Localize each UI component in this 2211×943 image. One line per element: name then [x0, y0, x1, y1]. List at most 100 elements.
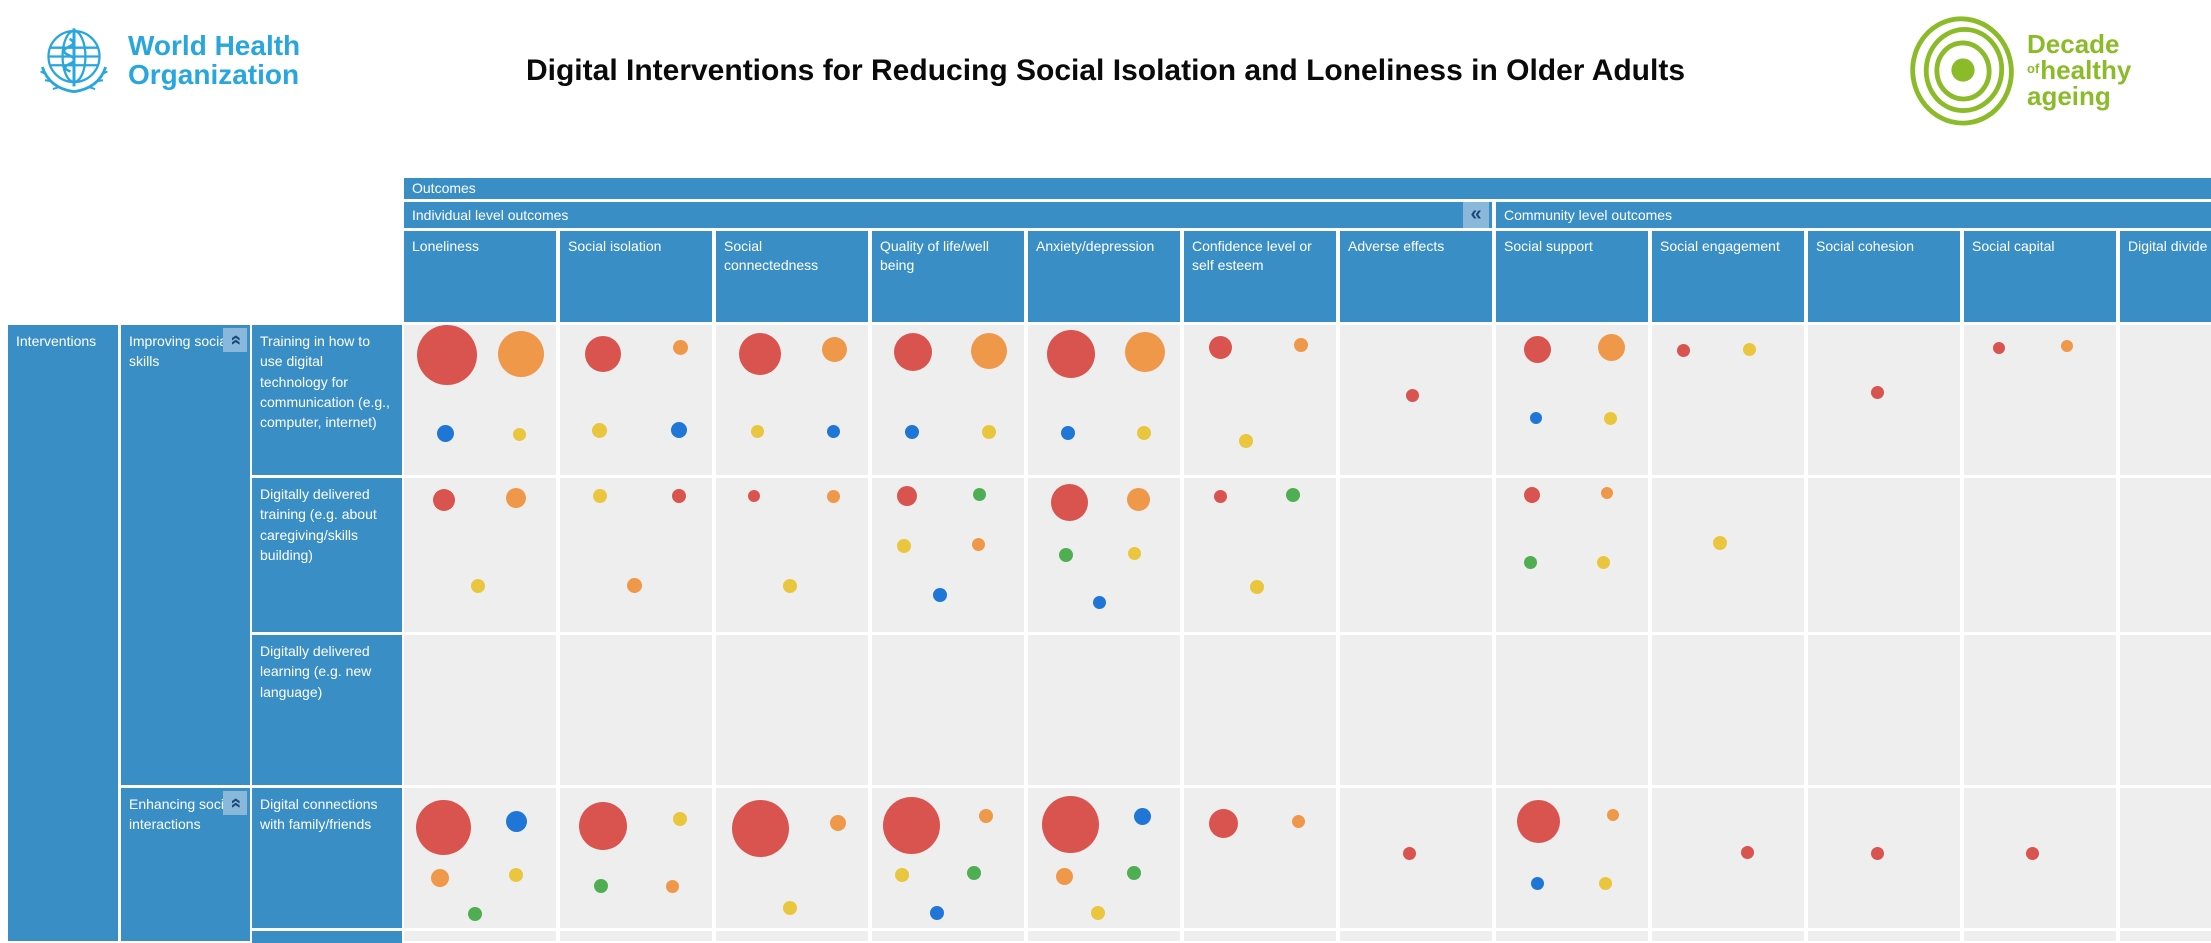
community-outcomes-band: Community level outcomes — [1496, 202, 2211, 228]
bubble-yellow[interactable] — [896, 538, 911, 553]
bubble-red[interactable] — [671, 489, 686, 504]
bubble-orange[interactable] — [971, 537, 985, 551]
bubble-yellow[interactable] — [513, 428, 527, 441]
bubble-red[interactable] — [1871, 847, 1885, 861]
bubble-orange[interactable] — [498, 330, 545, 377]
bubble-yellow[interactable] — [1603, 411, 1617, 425]
bubble-green[interactable] — [966, 866, 981, 881]
bubble-yellow[interactable] — [982, 424, 997, 439]
collapse-group-button[interactable]: « — [223, 328, 247, 352]
bubble-red[interactable] — [1992, 341, 2005, 354]
bubble-green[interactable] — [468, 907, 483, 921]
bubble-red[interactable] — [1208, 336, 1232, 359]
bubble-green[interactable] — [594, 879, 609, 893]
bubble-red[interactable] — [416, 325, 477, 385]
bubble-yellow[interactable] — [1127, 546, 1141, 560]
bubble-orange[interactable] — [626, 578, 642, 594]
bubble-orange[interactable] — [971, 332, 1008, 369]
bubble-orange[interactable] — [1125, 332, 1166, 372]
bubble-red[interactable] — [883, 797, 941, 855]
bubble-blue[interactable] — [1530, 876, 1544, 890]
bubble-green[interactable] — [973, 488, 987, 502]
bubble-blue[interactable] — [1133, 807, 1151, 825]
bubble-orange[interactable] — [506, 488, 527, 509]
bubble-orange[interactable] — [822, 336, 848, 362]
bubble-orange[interactable] — [1055, 867, 1073, 885]
bubble-green[interactable] — [1127, 866, 1142, 881]
bubble-green[interactable] — [1286, 487, 1301, 502]
bubble-orange[interactable] — [829, 815, 846, 831]
collapse-group-button[interactable]: « — [223, 791, 247, 815]
bubble-orange[interactable] — [1598, 334, 1626, 361]
bubble-orange[interactable] — [1607, 808, 1620, 821]
bubble-yellow[interactable] — [783, 578, 798, 593]
matrix-cell — [716, 931, 868, 941]
bubble-red[interactable] — [1741, 845, 1755, 859]
bubble-yellow[interactable] — [1249, 580, 1264, 595]
bubble-yellow[interactable] — [673, 811, 688, 826]
bubble-blue[interactable] — [505, 811, 527, 833]
bubble-red[interactable] — [1871, 386, 1885, 399]
bubble-yellow[interactable] — [1598, 876, 1612, 890]
bubble-red[interactable] — [1523, 335, 1551, 363]
bubble-red[interactable] — [739, 332, 782, 375]
bubble-yellow[interactable] — [1742, 342, 1756, 356]
bubble-yellow[interactable] — [783, 901, 798, 916]
bubble-yellow[interactable] — [471, 578, 486, 593]
bubble-red[interactable] — [578, 801, 627, 850]
bubble-blue[interactable] — [1060, 426, 1075, 440]
matrix-cell — [2120, 931, 2211, 941]
bubble-red[interactable] — [1403, 847, 1417, 861]
bubble-yellow[interactable] — [1136, 426, 1151, 440]
bubble-red[interactable] — [731, 800, 789, 858]
bubble-blue[interactable] — [436, 424, 454, 442]
bubble-blue[interactable] — [826, 425, 840, 438]
bubble-yellow[interactable] — [509, 867, 524, 882]
bubble-yellow[interactable] — [592, 489, 607, 504]
bubble-red[interactable] — [1046, 329, 1095, 378]
bubble-red[interactable] — [416, 799, 472, 855]
bubble-orange[interactable] — [1294, 337, 1309, 352]
bubble-green[interactable] — [1524, 556, 1538, 570]
bubble-orange[interactable] — [826, 489, 840, 503]
bubble-red[interactable] — [432, 488, 455, 511]
bubble-orange[interactable] — [431, 868, 450, 887]
matrix-cell — [1184, 325, 1336, 475]
bubble-blue[interactable] — [933, 588, 948, 603]
bubble-blue[interactable] — [930, 905, 945, 920]
bubble-orange[interactable] — [2061, 340, 2074, 352]
bubble-blue[interactable] — [1529, 412, 1542, 424]
bubble-red[interactable] — [1406, 389, 1420, 402]
bubble-orange[interactable] — [672, 340, 688, 355]
collapse-individual-button[interactable]: « — [1463, 202, 1489, 228]
bubble-red[interactable] — [1213, 489, 1227, 503]
bubble-yellow[interactable] — [895, 867, 910, 882]
bubble-red[interactable] — [896, 486, 917, 507]
bubble-blue[interactable] — [1092, 596, 1106, 610]
bubble-red[interactable] — [748, 490, 760, 503]
bubble-yellow[interactable] — [1597, 556, 1611, 570]
bubble-yellow[interactable] — [1713, 535, 1728, 550]
bubble-red[interactable] — [1517, 800, 1561, 844]
bubble-red[interactable] — [1042, 795, 1100, 853]
bubble-yellow[interactable] — [750, 425, 764, 438]
bubble-yellow[interactable] — [1090, 905, 1105, 920]
bubble-blue[interactable] — [904, 424, 919, 439]
bubble-orange[interactable] — [665, 879, 679, 893]
bubble-red[interactable] — [584, 335, 621, 372]
bubble-orange[interactable] — [1127, 488, 1151, 512]
bubble-red[interactable] — [1524, 486, 1541, 503]
bubble-green[interactable] — [1059, 548, 1073, 562]
bubble-yellow[interactable] — [1239, 433, 1254, 448]
bubble-red[interactable] — [894, 333, 933, 371]
bubble-red[interactable] — [1209, 808, 1239, 838]
bubble-red[interactable] — [1050, 484, 1088, 522]
bubble-orange[interactable] — [1600, 487, 1613, 500]
bubble-orange[interactable] — [1291, 815, 1305, 829]
bubble-orange[interactable] — [979, 809, 993, 823]
bubble-yellow[interactable] — [592, 422, 608, 438]
bubble-red[interactable] — [2025, 847, 2039, 861]
bubble-red[interactable] — [1677, 344, 1691, 357]
bubble-blue[interactable] — [670, 422, 687, 438]
